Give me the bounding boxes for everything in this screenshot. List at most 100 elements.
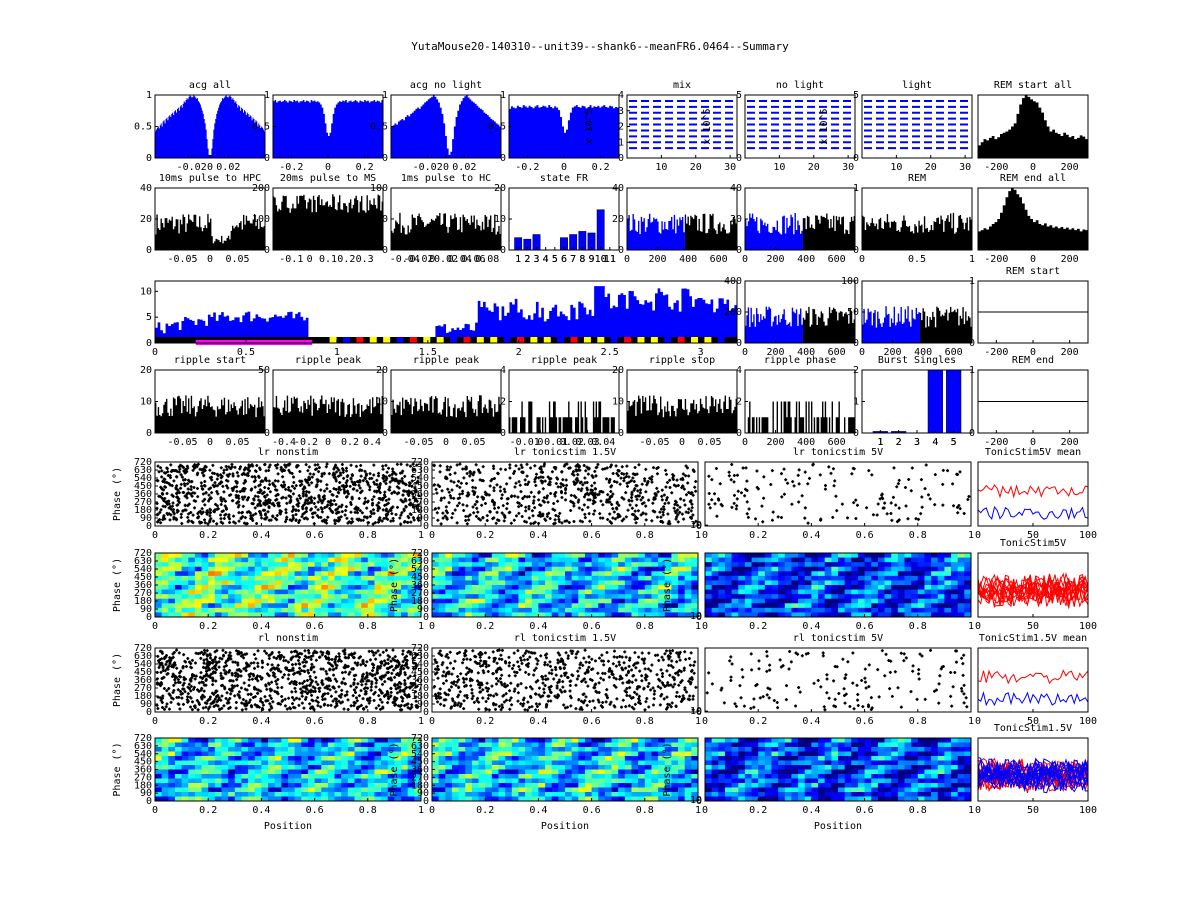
heat-cell (414, 774, 422, 779)
heat-cell (857, 747, 866, 752)
heat-cell (161, 756, 169, 761)
heat-cell (307, 742, 316, 748)
heat-cell (631, 756, 639, 761)
heat-cell (731, 756, 739, 761)
state-band-seg (409, 337, 417, 343)
heat-cell (401, 769, 409, 775)
heat-cell (824, 742, 832, 748)
heat-cell (498, 566, 506, 572)
histogram-bars (391, 395, 501, 433)
heat-cell (254, 603, 262, 609)
heat-cell (314, 787, 322, 793)
heat-cell (904, 571, 912, 577)
heat-cell (281, 783, 289, 788)
heat-cell (471, 751, 480, 757)
heat-cell (518, 603, 526, 609)
heat-cell (638, 575, 646, 581)
heat-cell (877, 580, 886, 586)
heat-cell (174, 774, 183, 779)
heat-cell (957, 598, 965, 604)
heat-cell (432, 738, 440, 743)
heat-cell (565, 751, 573, 757)
heat-cell (432, 774, 440, 779)
heat-cell (644, 747, 652, 752)
heat-cell (664, 603, 672, 609)
heat-cell (891, 787, 899, 793)
heat-cell (964, 783, 972, 788)
state-band-seg (530, 337, 538, 343)
heat-cell (658, 751, 666, 757)
x-tick-label: 0.6 (306, 621, 324, 632)
heat-cell (354, 566, 362, 572)
histogram-bars (273, 194, 383, 250)
heat-cell (784, 792, 792, 797)
heat-cell (731, 562, 739, 568)
x-tick-label: 0 (152, 716, 158, 727)
heat-cell (451, 612, 460, 618)
heat-cell (194, 575, 203, 581)
heat-cell (684, 765, 692, 770)
heat-cell (491, 778, 499, 784)
heat-cell (491, 783, 499, 788)
heat-cell (644, 598, 652, 604)
y-tick-label: 1 (969, 365, 975, 376)
heat-cell (181, 769, 189, 775)
heat-cell (877, 585, 886, 591)
heat-cell (818, 751, 826, 757)
heat-cell (811, 553, 819, 559)
x-tick-label: 0.02 (452, 162, 476, 173)
heat-cell (438, 765, 446, 770)
heat-cell (261, 607, 269, 613)
heat-cell (598, 792, 606, 797)
heat-cell (451, 778, 460, 784)
heat-cell (301, 553, 309, 559)
heat-cell (307, 774, 316, 779)
heat-cell (724, 787, 733, 793)
heat-cell (525, 589, 533, 595)
heat-cell (498, 585, 506, 591)
heat-cell (241, 774, 249, 779)
heat-cell (394, 553, 402, 559)
heat-cell (414, 742, 422, 748)
heat-cell (327, 756, 336, 761)
heat-cell (611, 557, 619, 563)
state-band-seg (543, 337, 551, 343)
heat-cell (438, 598, 446, 604)
heat-cell (174, 778, 183, 784)
heat-cell (458, 585, 466, 591)
heat-cell (525, 553, 533, 559)
heat-cell (394, 783, 402, 788)
heat-cell (951, 751, 959, 757)
heat-cell (545, 783, 553, 788)
heat-cell (498, 575, 506, 581)
heat-cell (221, 738, 229, 743)
heat-cell (194, 751, 203, 757)
heat-cell (651, 769, 659, 775)
heat-cell (897, 594, 905, 600)
y-tick-label: 720 (411, 457, 429, 468)
heat-cell (228, 571, 236, 577)
heat-cell (571, 792, 579, 797)
x-tick-label: 0 (152, 530, 158, 541)
heat-cell (248, 553, 256, 559)
heat-cell (578, 783, 586, 788)
heat-cell (301, 571, 309, 577)
heat-cell (771, 553, 779, 559)
heat-cell (871, 575, 879, 581)
heat-cell (904, 751, 912, 757)
blue-section (745, 188, 804, 250)
x-tick-label: 0.2 (337, 254, 355, 265)
heat-cell (281, 594, 289, 600)
heat-cell (558, 612, 566, 618)
series-red (977, 575, 1089, 599)
heat-cell (307, 747, 316, 752)
heat-cell (525, 594, 533, 600)
heat-cell (314, 607, 322, 613)
heat-cell (764, 571, 772, 577)
heat-cell (174, 787, 183, 793)
state-band-seg (717, 337, 725, 343)
heat-cell (771, 594, 779, 600)
heat-cell (591, 747, 599, 752)
heat-cell (471, 787, 480, 793)
